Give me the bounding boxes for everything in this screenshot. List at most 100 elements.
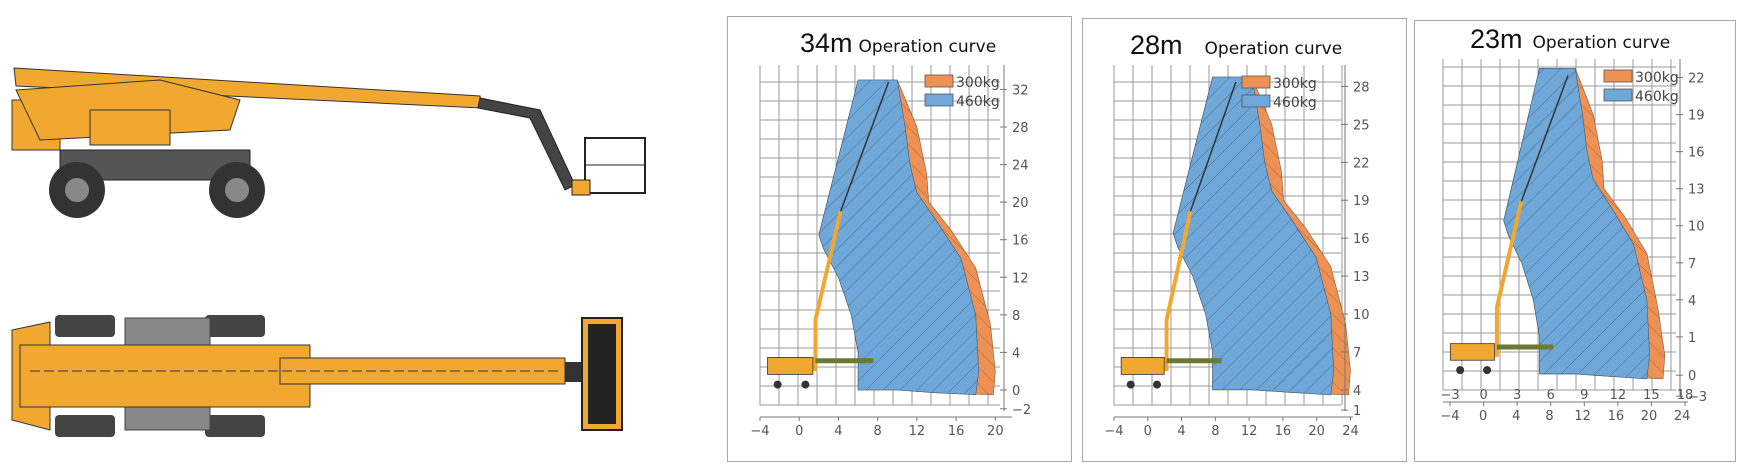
title-height: 34m bbox=[800, 28, 853, 58]
y-tick-label: 4 bbox=[1012, 346, 1020, 361]
title-text: Operation curve bbox=[858, 37, 997, 57]
y-tick-label: 32 bbox=[1012, 83, 1029, 98]
y-tick-label: 0 bbox=[1688, 369, 1696, 384]
wheel bbox=[773, 380, 782, 389]
y-tick-label: 22 bbox=[1353, 156, 1370, 171]
x-tick-label: 9 bbox=[1580, 388, 1588, 403]
chart-34m: 32 28 24 20 16 12 8 4 0 −2 −4 0 4 8 12 16 20 300kg 460kg bbox=[750, 65, 1031, 439]
y-tick-label: 16 bbox=[1688, 146, 1705, 161]
side-view-machine bbox=[11, 67, 646, 218]
y-tick-label: 1 bbox=[1353, 404, 1361, 419]
y-tick-label: 1 bbox=[1688, 331, 1696, 346]
wheel bbox=[1483, 366, 1492, 375]
x-tick-label: 12 bbox=[1610, 388, 1627, 403]
y-tick-label: 20 bbox=[1012, 196, 1029, 211]
x2-tick-label: 24 bbox=[1674, 409, 1691, 424]
x-tick-label: 8 bbox=[874, 424, 882, 439]
x-tick-label: 12 bbox=[1241, 424, 1258, 439]
legend-swatch-460kg bbox=[1603, 88, 1633, 102]
area-460kg-hatch bbox=[1503, 68, 1650, 379]
x-tick-label: −4 bbox=[1104, 424, 1123, 439]
boom-lower bbox=[813, 210, 843, 371]
legend-label-460kg: 460kg bbox=[1273, 95, 1317, 111]
legend-swatch-300kg bbox=[1603, 69, 1633, 83]
title-height: 28m bbox=[1130, 30, 1183, 60]
x-tick-label: 18 bbox=[1677, 388, 1694, 403]
boom-upper bbox=[839, 81, 890, 212]
x-tick-label: 4 bbox=[834, 424, 842, 439]
x2-tick-label: 12 bbox=[1574, 409, 1591, 424]
y-tick-label: 0 bbox=[1012, 384, 1020, 399]
y-tick-label: 12 bbox=[1012, 271, 1029, 286]
chart-title-23m: 23m Operation curve bbox=[1470, 24, 1670, 55]
y-tick-label: 22 bbox=[1688, 72, 1705, 87]
x-tick-label: 3 bbox=[1513, 388, 1521, 403]
machine-base bbox=[767, 356, 814, 375]
legend-swatch-300kg bbox=[924, 74, 954, 88]
x2-tick-label: 4 bbox=[1512, 409, 1520, 424]
y-tick-label: 13 bbox=[1353, 270, 1370, 285]
y-tick-label: 4 bbox=[1353, 384, 1361, 399]
y-tick-label: 4 bbox=[1688, 294, 1696, 309]
x2-tick-label: 16 bbox=[1608, 409, 1625, 424]
y-tick-label: 7 bbox=[1688, 257, 1696, 272]
x-tick-label: 6 bbox=[1547, 388, 1555, 403]
y-tick-label: 16 bbox=[1353, 232, 1370, 247]
x-tick-label: 12 bbox=[909, 424, 926, 439]
x-tick-label: −3 bbox=[1440, 388, 1459, 403]
wheel bbox=[1153, 380, 1162, 389]
x-tick-label: 24 bbox=[1342, 424, 1359, 439]
x-tick-label: 20 bbox=[1308, 424, 1325, 439]
x2-tick-label: 0 bbox=[1479, 409, 1487, 424]
x-tick-label: 15 bbox=[1643, 388, 1660, 403]
x2-tick-label: 8 bbox=[1545, 409, 1553, 424]
boom-lower bbox=[1494, 200, 1524, 357]
x-tick-label: 0 bbox=[1479, 388, 1487, 403]
x2-tick-label: −4 bbox=[1440, 409, 1459, 424]
machine-base bbox=[1449, 343, 1495, 361]
legend-swatch-460kg bbox=[924, 93, 954, 107]
boom-upper bbox=[1189, 81, 1237, 212]
machine-base bbox=[1120, 356, 1165, 375]
wheel bbox=[1126, 380, 1135, 389]
x-tick-label: 20 bbox=[987, 424, 1004, 439]
x-tick-label: 0 bbox=[1144, 424, 1152, 439]
x2-tick-label: 20 bbox=[1641, 409, 1658, 424]
legend-swatch-460kg bbox=[1241, 94, 1271, 108]
y-tick-label: 25 bbox=[1353, 118, 1370, 133]
y-tick-label: 28 bbox=[1353, 80, 1370, 95]
area-460kg-hatch bbox=[1173, 77, 1334, 395]
legend-label-460kg: 460kg bbox=[1635, 89, 1679, 105]
x-tick-label: 4 bbox=[1177, 424, 1185, 439]
chart-title-28m: 28m Operation curve bbox=[1130, 30, 1342, 61]
y-tick-label: 7 bbox=[1353, 346, 1361, 361]
y-tick-label: 24 bbox=[1012, 159, 1029, 174]
boom-upper bbox=[1520, 75, 1569, 202]
y-tick-label: 10 bbox=[1688, 220, 1705, 235]
chart-title-34m: 34m Operation curve bbox=[800, 28, 996, 59]
x-tick-label: 8 bbox=[1211, 424, 1219, 439]
legend-label-300kg: 300kg bbox=[1273, 76, 1317, 92]
legend-swatch-300kg bbox=[1241, 75, 1271, 89]
title-text: Operation curve bbox=[1532, 33, 1671, 53]
title-text: Operation curve bbox=[1204, 39, 1343, 59]
x-tick-label: 16 bbox=[948, 424, 965, 439]
legend-label-300kg: 300kg bbox=[1635, 70, 1679, 86]
x-tick-label: −4 bbox=[750, 424, 769, 439]
y-tick-label: −3 bbox=[1688, 390, 1707, 405]
y-tick-label: −2 bbox=[1012, 403, 1031, 418]
y-tick-label: 13 bbox=[1688, 183, 1705, 198]
legend-label-460kg: 460kg bbox=[956, 94, 1000, 110]
title-height: 23m bbox=[1470, 24, 1523, 54]
x-tick-label: 0 bbox=[795, 424, 803, 439]
y-tick-label: 10 bbox=[1353, 308, 1370, 323]
y-tick-label: 19 bbox=[1353, 194, 1370, 209]
legend-label-300kg: 300kg bbox=[956, 75, 1000, 91]
chart-28m: 28 25 22 19 16 13 10 7 4 1 −4 0 4 8 12 16 20 24 300kg 460kg bbox=[1104, 65, 1370, 439]
top-view-machine bbox=[11, 315, 623, 437]
area-460kg-hatch bbox=[818, 80, 979, 395]
y-tick-label: 28 bbox=[1012, 121, 1029, 136]
wheel bbox=[801, 380, 810, 389]
